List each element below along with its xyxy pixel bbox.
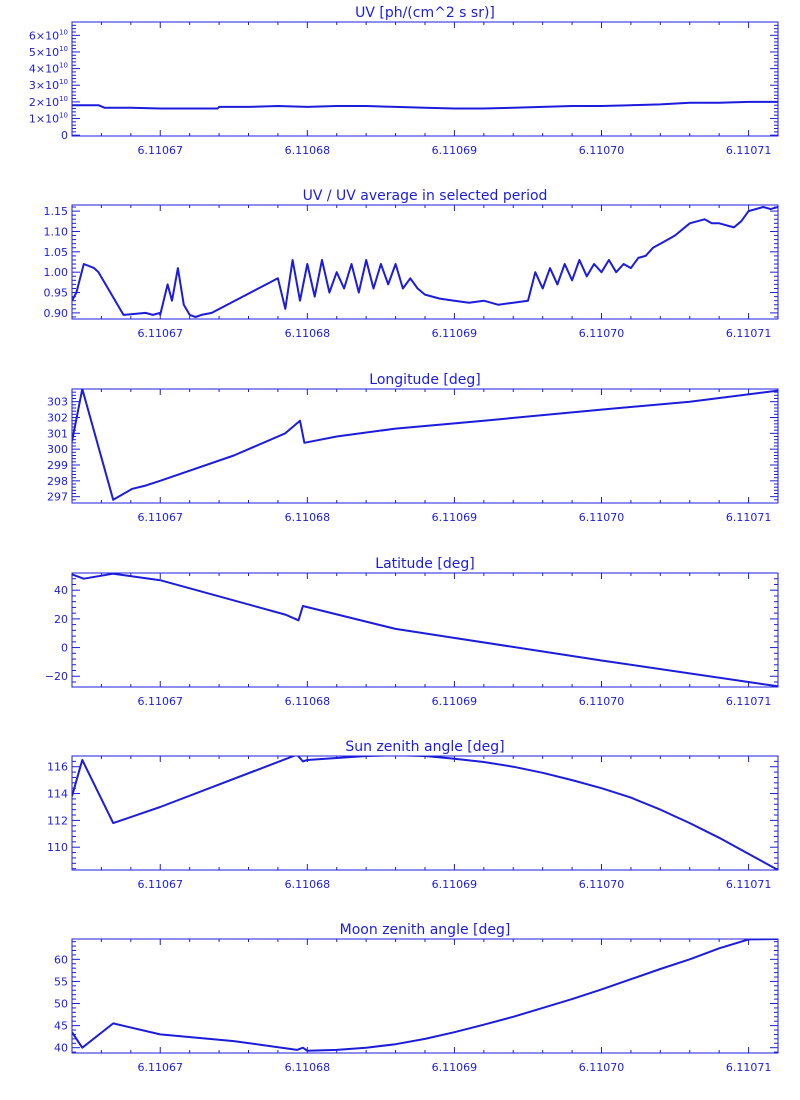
series-line [72,206,778,318]
x-tick-label: 6.11070 [579,695,625,708]
x-tick-label: 6.11069 [432,511,478,524]
moon-zenith-panel: Moon zenith angle [deg] 6.11067 6.11068 6.… [54,922,779,1074]
y-tick-label: 299 [47,459,68,472]
latitude-panel: Latitude [deg] 6.11067 6.11068 6.11069 6.11… [45,556,779,708]
x-tick-label: 6.11071 [726,511,772,524]
y-tick-label: 300 [47,443,68,456]
y-tick-label: −20 [45,670,68,683]
series-line [72,573,778,687]
x-tick-label: 6.11069 [432,1061,478,1074]
x-tick-label: 6.11071 [726,327,772,340]
y-tick-exponent: 10 [59,78,68,86]
y-tick-label: 45 [54,1020,68,1033]
x-tick-label: 6.11071 [726,1061,772,1074]
x-tick-label: 6.11068 [285,695,331,708]
y-tick-label: 2×1010 [29,95,68,109]
y-tick-label: 114 [47,788,68,801]
x-tick-label: 6.11070 [579,1061,625,1074]
y-tick-label: 20 [54,613,68,626]
x-tick-label: 6.11071 [726,695,772,708]
y-tick-label: 0 [61,642,68,655]
y-tick-label: 110 [47,841,68,854]
x-tick-label: 6.11069 [432,327,478,340]
x-tick-label: 6.11068 [285,144,331,157]
sun-zenith-panel: Sun zenith angle [deg] 6.11067 6.11068 6.1… [47,739,779,891]
y-tick-label: 112 [47,814,68,827]
x-tick-label: 6.11067 [138,1061,184,1074]
x-tick-label: 6.11068 [285,1061,331,1074]
y-tick-label: 1×1010 [29,112,68,126]
y-tick-label: 40 [54,1042,68,1055]
sun-zenith-panel-title: Sun zenith angle [deg] [345,739,504,755]
longitude-panel-title: Longitude [deg] [369,372,480,388]
y-tick-exponent: 10 [59,112,68,120]
uv-panel: UV [ph/(cm^2 s sr)] 6.11067 6.11068 6.1106… [29,5,779,157]
x-tick-label: 6.11068 [285,327,331,340]
moon-zenith-panel-title: Moon zenith angle [deg] [340,922,511,938]
y-tick-label: 303 [47,396,68,409]
x-tick-label: 6.11069 [432,144,478,157]
y-tick-label: 302 [47,412,68,425]
x-tick-label: 6.11070 [579,511,625,524]
y-tick-label: 6×1010 [29,28,68,42]
y-tick-exponent: 10 [59,45,68,53]
x-tick-label: 6.11070 [579,144,625,157]
uv-ratio-panel: UV / UV average in selected period 6.110… [44,188,779,340]
x-tick-label: 6.11070 [579,878,625,891]
y-tick-label: 60 [54,953,68,966]
x-tick-label: 6.11071 [726,144,772,157]
series-line [72,389,778,501]
y-tick-label: 5×1010 [29,45,68,59]
x-tick-label: 6.11067 [138,511,184,524]
y-tick-label: 0 [61,129,68,142]
x-tick-label: 6.11067 [138,144,184,157]
y-tick-label: 55 [54,975,68,988]
x-tick-label: 6.11069 [432,878,478,891]
series-line [72,939,778,1052]
y-tick-label: 297 [47,491,68,504]
longitude-panel: Longitude [deg] 6.11067 6.11068 6.11069 6.1… [47,372,779,524]
y-tick-label: 1.00 [44,266,69,279]
y-tick-label: 40 [54,584,68,597]
series-line [72,100,778,110]
x-tick-label: 6.11068 [285,878,331,891]
y-tick-exponent: 10 [59,95,68,103]
y-tick-exponent: 10 [59,28,68,36]
y-tick-label: 116 [47,761,68,774]
y-tick-label: 50 [54,998,68,1011]
y-tick-label: 3×1010 [29,78,68,92]
y-tick-label: 1.10 [44,225,69,238]
x-tick-label: 6.11069 [432,695,478,708]
y-tick-label: 0.95 [44,287,69,300]
y-tick-label: 4×1010 [29,62,68,76]
x-tick-label: 6.11068 [285,511,331,524]
uv-ratio-panel-title: UV / UV average in selected period [303,188,548,204]
y-tick-label: 1.15 [44,205,69,218]
y-tick-label: 301 [47,427,68,440]
x-tick-label: 6.11071 [726,878,772,891]
latitude-panel-title: Latitude [deg] [375,556,474,572]
y-tick-exponent: 10 [59,62,68,70]
y-tick-label: 298 [47,475,68,488]
x-tick-label: 6.11067 [138,878,184,891]
x-tick-label: 6.11067 [138,327,184,340]
x-tick-label: 6.11070 [579,327,625,340]
series-line [72,756,778,870]
y-tick-label: 0.90 [44,307,69,320]
y-tick-label: 1.05 [44,246,69,259]
uv-panel-title: UV [ph/(cm^2 s sr)] [355,5,495,21]
x-tick-label: 6.11067 [138,695,184,708]
